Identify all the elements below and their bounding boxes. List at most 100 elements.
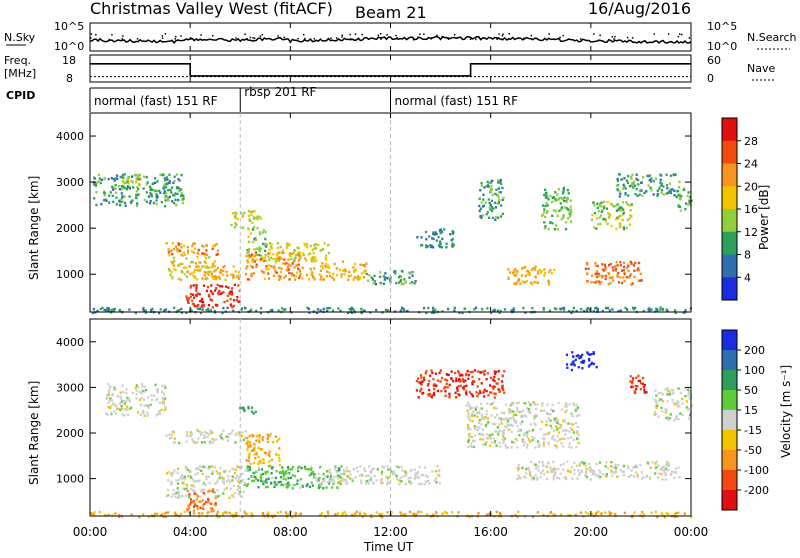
velocity-cell bbox=[211, 470, 214, 473]
power-cell bbox=[215, 287, 218, 290]
power-cell bbox=[516, 280, 519, 284]
power-cell bbox=[594, 261, 597, 265]
velocity-cell bbox=[639, 382, 643, 385]
power-cell bbox=[213, 275, 216, 278]
velocity-cell bbox=[317, 472, 320, 475]
velocity-cell bbox=[194, 480, 198, 483]
velocity-cell bbox=[497, 370, 500, 373]
velocity-cell bbox=[350, 513, 354, 517]
velocity-cell bbox=[504, 444, 507, 447]
velocity-cell bbox=[559, 424, 562, 427]
velocity-cell bbox=[502, 441, 505, 444]
power-cell bbox=[633, 275, 636, 279]
power-cell bbox=[435, 232, 438, 236]
velocity-cell bbox=[207, 433, 210, 436]
power-cell bbox=[544, 188, 547, 191]
power-cell bbox=[621, 208, 624, 211]
velocity-cell bbox=[218, 494, 221, 498]
power-cell bbox=[299, 256, 302, 259]
power-cell bbox=[195, 294, 198, 297]
velocity-cell bbox=[572, 423, 575, 426]
velocity-cell bbox=[257, 446, 260, 449]
velocity-cell bbox=[245, 459, 248, 462]
velocity-cell bbox=[361, 515, 364, 518]
velocity-cell bbox=[182, 487, 185, 490]
power-cell bbox=[596, 275, 599, 279]
power-cell bbox=[453, 309, 456, 312]
velocity-cell bbox=[201, 499, 204, 502]
velocity-cell bbox=[534, 463, 537, 466]
power-cell bbox=[689, 191, 692, 194]
velocity-cell bbox=[655, 394, 658, 397]
power-cell bbox=[493, 201, 496, 204]
power-cell bbox=[592, 201, 595, 204]
velocity-cell bbox=[685, 406, 688, 409]
velocity-cell bbox=[261, 448, 264, 451]
power-cell bbox=[660, 174, 663, 177]
velocity-cell bbox=[435, 477, 438, 480]
velocity-cell bbox=[665, 460, 668, 463]
power-cell bbox=[500, 182, 503, 185]
power-cell bbox=[304, 257, 307, 260]
velocity-cell bbox=[470, 406, 473, 410]
power-cell bbox=[320, 275, 323, 278]
colorbar-tick-label: 12 bbox=[744, 226, 758, 239]
power-cell bbox=[178, 264, 181, 267]
power-cell bbox=[281, 251, 284, 254]
velocity-cell bbox=[492, 401, 495, 404]
velocity-cell bbox=[599, 475, 602, 479]
power-cell bbox=[177, 248, 180, 252]
colorbar-tick-label: 8 bbox=[744, 249, 751, 262]
velocity-cell bbox=[209, 431, 212, 435]
velocity-cell bbox=[690, 404, 693, 408]
velocity-cell bbox=[108, 388, 111, 392]
velocity-cell bbox=[330, 474, 333, 477]
velocity-cell bbox=[127, 413, 130, 416]
velocity-cell bbox=[223, 470, 226, 473]
power-cell bbox=[213, 260, 217, 263]
velocity-cell bbox=[467, 438, 470, 442]
velocity-cell bbox=[239, 435, 242, 438]
power-cell bbox=[190, 272, 193, 275]
power-cell bbox=[231, 293, 234, 296]
velocity-cell bbox=[664, 478, 667, 481]
power-cell bbox=[512, 307, 515, 310]
velocity-cell bbox=[471, 370, 474, 374]
power-cell bbox=[601, 263, 604, 266]
power-cell bbox=[620, 269, 624, 272]
power-cell bbox=[550, 272, 553, 275]
power-cell bbox=[164, 183, 167, 186]
power-cell bbox=[585, 308, 588, 311]
velocity-cell bbox=[383, 466, 386, 469]
power-cell bbox=[647, 184, 650, 187]
power-cell bbox=[562, 214, 565, 217]
power-cell bbox=[250, 274, 253, 278]
power-cell bbox=[224, 278, 227, 281]
velocity-cell bbox=[565, 476, 568, 479]
power-cell bbox=[598, 204, 601, 207]
velocity-cell bbox=[551, 436, 554, 439]
velocity-cell bbox=[423, 376, 426, 379]
velocity-cell bbox=[687, 391, 690, 395]
power-cell bbox=[197, 265, 200, 269]
power-cell bbox=[493, 308, 496, 312]
power-cell bbox=[551, 200, 554, 203]
power-cell bbox=[297, 263, 300, 266]
velocity-cell bbox=[467, 440, 470, 443]
velocity-cell bbox=[555, 444, 558, 447]
velocity-cell bbox=[279, 480, 282, 484]
velocity-cell bbox=[630, 474, 633, 477]
power-cell bbox=[264, 249, 267, 253]
power-cell bbox=[202, 284, 206, 287]
velocity-cell bbox=[433, 383, 436, 386]
power-cell bbox=[280, 267, 283, 270]
power-cell bbox=[107, 307, 110, 310]
power-cell bbox=[98, 180, 101, 183]
power-cell bbox=[658, 187, 661, 191]
velocity-cell bbox=[107, 390, 110, 393]
power-cell bbox=[220, 269, 223, 272]
velocity-cell bbox=[665, 416, 668, 420]
power-cell bbox=[162, 187, 165, 190]
velocity-cell bbox=[511, 424, 514, 427]
velocity-cell bbox=[107, 513, 110, 517]
